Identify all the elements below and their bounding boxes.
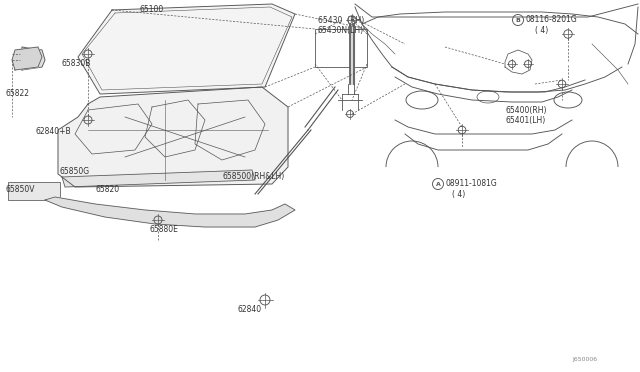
Text: 65430  (RH): 65430 (RH) (318, 16, 364, 25)
Text: 65830B: 65830B (62, 60, 92, 68)
Bar (315, 29, 367, 67)
Text: 65100: 65100 (140, 6, 164, 15)
Text: ( 4): ( 4) (535, 26, 548, 35)
Text: 65822: 65822 (5, 90, 29, 99)
Polygon shape (45, 197, 295, 227)
Text: A: A (436, 182, 440, 186)
Text: 658500(RH&LH): 658500(RH&LH) (222, 173, 284, 182)
Text: 62840+B: 62840+B (35, 128, 70, 137)
Text: 65820: 65820 (95, 186, 119, 195)
Text: 65430N(LH): 65430N(LH) (318, 26, 364, 35)
Text: ( 4): ( 4) (452, 189, 465, 199)
Polygon shape (58, 87, 288, 187)
Polygon shape (350, 24, 354, 84)
Text: 08911-1081G: 08911-1081G (445, 180, 497, 189)
Text: 65400(RH): 65400(RH) (505, 106, 547, 115)
Text: 08116-8201G: 08116-8201G (525, 16, 577, 25)
Text: 65850G: 65850G (60, 167, 90, 176)
Polygon shape (20, 47, 45, 70)
Text: B: B (516, 17, 520, 22)
Polygon shape (62, 170, 255, 187)
Bar (8, 182, 60, 200)
Text: 65880E: 65880E (150, 225, 179, 234)
Text: J650006: J650006 (572, 357, 597, 362)
Polygon shape (12, 47, 42, 70)
Text: 65850V: 65850V (5, 186, 35, 195)
Text: 65401(LH): 65401(LH) (505, 115, 545, 125)
Text: 62840: 62840 (238, 305, 262, 314)
Polygon shape (78, 4, 295, 94)
